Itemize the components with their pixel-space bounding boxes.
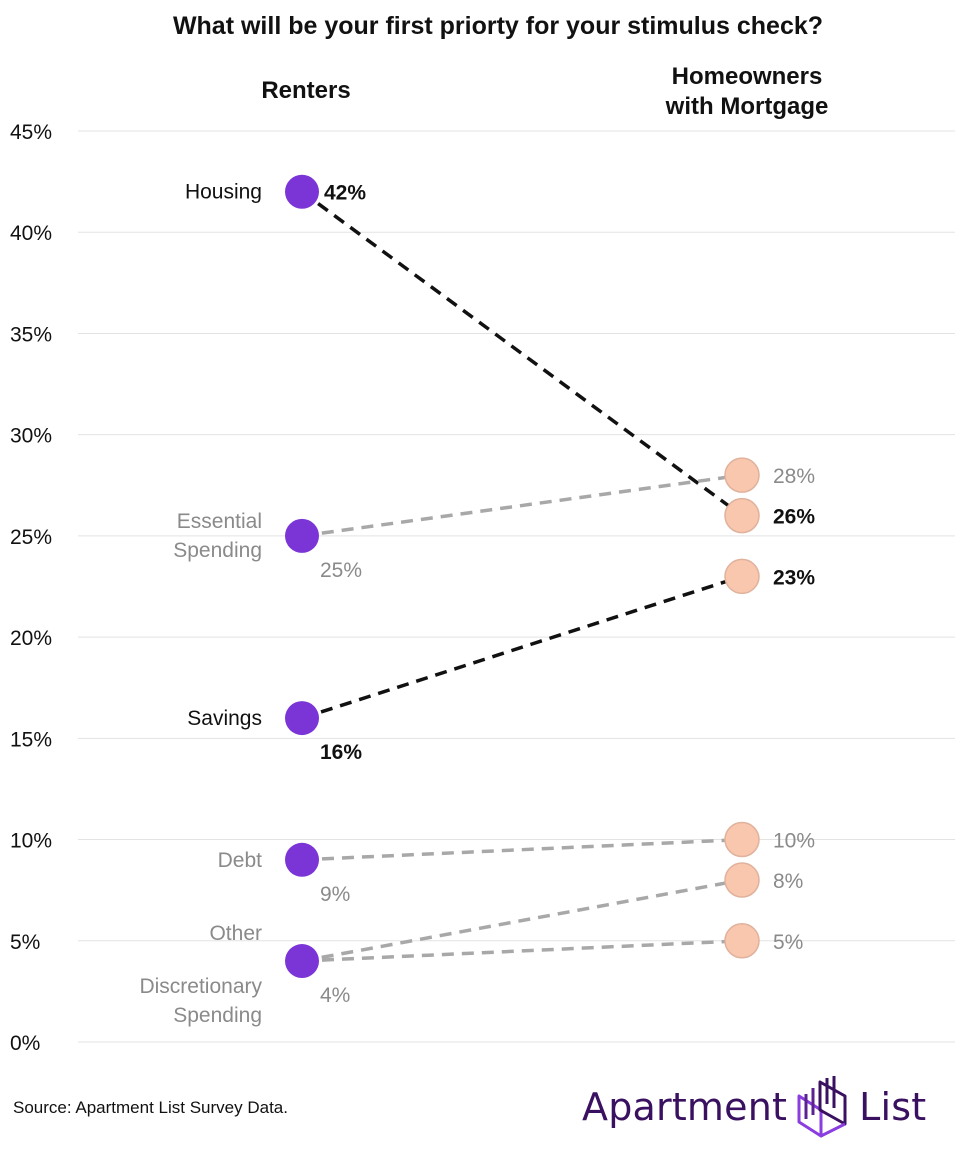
renter-value-label: 4%	[320, 984, 350, 1007]
homeowner-point	[724, 821, 760, 858]
category-label-housing: Housing	[185, 181, 262, 204]
homeowner-point	[724, 457, 760, 493]
renter-point	[285, 842, 319, 877]
renter-value-label: 25%	[320, 559, 362, 582]
slope-chart: What will be your first priorty for your…	[10, 12, 955, 1055]
homeowner-value-label: 5%	[773, 931, 803, 954]
logo-word-list: List	[859, 1085, 927, 1129]
points	[285, 174, 760, 979]
homeowner-value-label: 8%	[773, 870, 803, 893]
homeowner-point	[724, 558, 760, 595]
category-label-line: Other	[209, 922, 262, 945]
y-tick-label: 25%	[10, 526, 52, 549]
category-label-essential-spending: Essential Spending	[173, 510, 262, 562]
category-label-line: Spending	[173, 1004, 262, 1027]
slope-line	[301, 878, 743, 963]
renter-point	[285, 944, 319, 979]
renter-point	[285, 518, 319, 553]
homeowner-value-label: 26%	[773, 506, 815, 529]
apartment-list-logo: Apartment List	[582, 1072, 926, 1142]
category-label-other-discretionary-spending: Other Discretionary Spending	[139, 922, 262, 1027]
renter-value-label: 9%	[320, 883, 350, 906]
column-header-renters: Renters	[261, 77, 350, 104]
homeowner-value-label: 23%	[773, 566, 815, 589]
labels: 26% 42% Housing 28% 25% Essential Spending 23% 1…	[139, 181, 815, 1027]
column-headers: Renters Homeowners with Mortgage	[261, 63, 828, 120]
slope-line	[301, 574, 743, 720]
y-tick-label: 30%	[10, 425, 52, 448]
y-tick-label: 5%	[10, 931, 40, 954]
category-label-debt: Debt	[218, 849, 263, 872]
slope-line	[301, 473, 743, 538]
apartment-list-building-icon	[797, 1076, 847, 1138]
homeowner-value-label: 28%	[773, 465, 815, 488]
homeowner-point	[724, 862, 760, 898]
renter-point	[285, 701, 319, 736]
y-tick-label: 20%	[10, 627, 52, 650]
y-axis: 0% 5% 10% 15% 20% 25% 30% 35% 40% 45%	[10, 121, 52, 1055]
renter-value-label: 16%	[320, 741, 362, 764]
renter-point	[285, 174, 319, 209]
logo-word-apartment: Apartment	[582, 1085, 788, 1129]
homeowner-point	[724, 923, 760, 959]
slope-line	[301, 939, 743, 963]
category-label-line: Discretionary	[139, 975, 262, 998]
grid	[78, 130, 955, 1043]
y-tick-label: 10%	[10, 830, 52, 853]
slope-line	[301, 837, 743, 862]
y-tick-label: 40%	[10, 222, 52, 245]
y-tick-label: 0%	[10, 1032, 40, 1055]
homeowner-point	[724, 497, 760, 534]
homeowner-value-label: 10%	[773, 830, 815, 853]
renter-value-label: 42%	[324, 182, 366, 205]
column-header-homeowners: Homeowners with Mortgage	[665, 63, 829, 120]
chart-title: What will be your first priorty for your…	[173, 12, 823, 40]
y-tick-label: 45%	[10, 121, 52, 144]
y-tick-label: 35%	[10, 323, 52, 346]
source-note: Source: Apartment List Survey Data.	[13, 1098, 288, 1117]
slope-line	[300, 190, 744, 518]
category-label-savings: Savings	[187, 707, 262, 730]
y-tick-label: 15%	[10, 728, 52, 751]
slope-lines	[300, 190, 744, 963]
